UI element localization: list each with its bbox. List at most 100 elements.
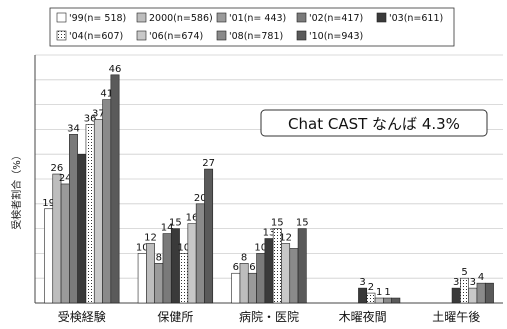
legend-label: '10(n=943) (309, 31, 363, 42)
legend: '99(n= 518) 2000(n=586) '01(n= 443) '02(n=4… (49, 7, 455, 47)
plot-area: 受検者割合（%） 1926243436374146受検経験101281415101… (10, 54, 503, 324)
bar (162, 233, 172, 304)
legend-label: '01(n= 443) (229, 13, 286, 24)
category-label: 保健所 (157, 310, 193, 324)
bar (289, 248, 299, 304)
data-label: 4 (478, 272, 484, 283)
category-label: 病院・医院 (239, 309, 299, 324)
bar (77, 153, 87, 304)
bar (374, 297, 384, 304)
data-label: 16 (186, 213, 199, 224)
data-label: 34 (67, 123, 80, 134)
data-label: 15 (169, 218, 182, 229)
data-label: 1 (384, 287, 390, 298)
data-label: 12 (279, 232, 292, 243)
bar (195, 203, 205, 304)
bar (383, 297, 392, 304)
legend-swatch (56, 30, 67, 41)
data-label: 5 (461, 267, 467, 278)
legend-swatch (296, 12, 307, 23)
bar (297, 228, 307, 304)
legend-frame (49, 7, 455, 47)
data-label: 3 (453, 277, 459, 288)
bar (69, 134, 78, 304)
legend-swatch (296, 30, 307, 41)
bar (391, 297, 401, 304)
data-label: 20 (194, 193, 207, 204)
bar (93, 119, 103, 304)
data-label: 37 (92, 108, 105, 119)
data-label: 46 (109, 64, 122, 75)
bar (366, 292, 376, 304)
legend-swatch (136, 30, 147, 41)
data-label: 12 (144, 232, 157, 243)
annotation-text: Chat CAST なんば 4.3% (288, 115, 460, 133)
bar (264, 238, 274, 304)
data-label: 15 (271, 218, 284, 229)
bar (484, 282, 494, 304)
data-label: 8 (241, 252, 247, 263)
category-label: 土曜午後 (432, 310, 480, 324)
data-label: 27 (202, 158, 215, 169)
data-label: 41 (100, 89, 113, 100)
data-label: 36 (84, 113, 97, 124)
bar (102, 99, 112, 304)
data-label: 19 (42, 198, 55, 209)
data-label: 10 (254, 242, 267, 253)
data-label: 8 (156, 252, 162, 263)
legend-label: 2000(n=586) (149, 13, 213, 24)
data-label: 10 (136, 242, 149, 253)
bar (239, 263, 249, 304)
legend-swatch (56, 12, 67, 23)
legend-label: '04(n=607) (69, 31, 123, 42)
data-label: 14 (161, 223, 174, 234)
legend-label: '03(n=611) (389, 13, 443, 24)
bar (110, 74, 120, 304)
bar (146, 243, 155, 304)
bar (187, 223, 197, 304)
data-label: 2 (368, 282, 374, 293)
legend-swatch (216, 12, 227, 23)
bar (451, 287, 461, 304)
legend-swatch (376, 12, 387, 23)
bar (468, 287, 478, 304)
bar (247, 272, 257, 304)
bar (60, 183, 70, 304)
data-label: 15 (296, 218, 309, 229)
y-axis-label: 受検者割合（%） (10, 150, 23, 230)
bar (476, 282, 486, 304)
bar (256, 253, 266, 304)
bar (231, 272, 241, 304)
annotation-box (260, 109, 488, 137)
bar (170, 228, 180, 304)
legend-label: '02(n=417) (309, 13, 363, 24)
data-label: 3 (359, 277, 365, 288)
bar (460, 277, 469, 304)
legend-label: '08(n=781) (229, 31, 283, 42)
category-label: 木曜夜間 (339, 309, 387, 324)
bar (154, 263, 164, 304)
bar (52, 173, 62, 304)
data-label: 6 (249, 262, 255, 273)
data-label: 10 (177, 242, 190, 253)
bar (204, 168, 214, 304)
annotation: Chat CAST なんば 4.3% (260, 109, 488, 137)
bar (358, 287, 368, 304)
legend-swatch (216, 30, 227, 41)
bar (44, 208, 54, 304)
category-label: 受検経験 (58, 309, 106, 324)
data-label: 6 (233, 262, 239, 273)
data-label: 3 (470, 277, 476, 288)
data-label: 1 (376, 287, 382, 298)
legend-swatch (136, 12, 147, 23)
legend-label: '06(n=674) (149, 31, 203, 42)
bar (281, 243, 291, 304)
data-label: 13 (263, 228, 276, 239)
data-label: 26 (51, 163, 64, 174)
bar (137, 253, 147, 304)
bar (179, 253, 189, 304)
bar (85, 124, 95, 304)
legend-label: '99(n= 518) (69, 13, 126, 24)
data-label: 24 (59, 173, 72, 184)
